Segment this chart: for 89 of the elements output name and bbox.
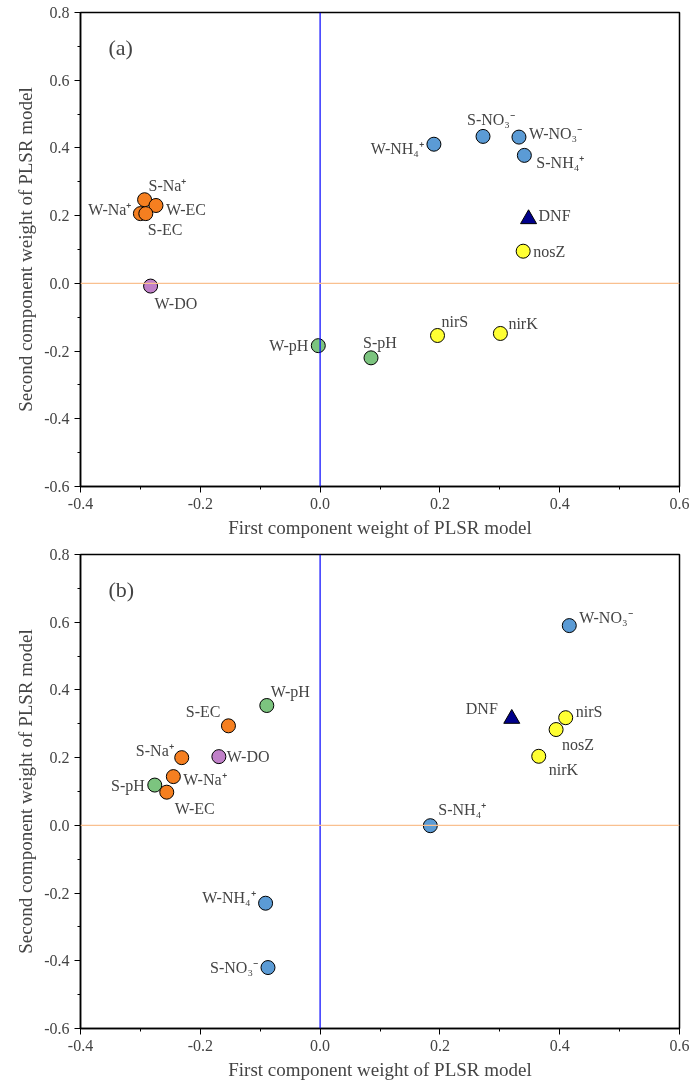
annotation: nirS: [575, 703, 603, 721]
x-tick-label: -0.4: [67, 494, 94, 512]
y-tick-label: -0.4: [44, 410, 70, 428]
point: [174, 750, 190, 766]
point: [516, 147, 532, 163]
annotation: W-pH: [269, 337, 309, 356]
annotation: W-NO₃⁻: [528, 124, 583, 142]
annotation: S-pH: [363, 334, 398, 353]
y-tick-label: 0.0: [49, 274, 70, 292]
point: [430, 328, 445, 343]
y-tick-label: 0.8: [49, 4, 70, 21]
x-tick-label: -0.2: [187, 1036, 213, 1054]
annotation: DNF: [465, 700, 498, 718]
y-axis-title: Second component weight of PLSR model: [15, 629, 37, 954]
y-tick-label: 0.2: [49, 749, 70, 767]
annotation: W-NH₄⁺: [370, 139, 424, 157]
x-tick-label: 0.0: [310, 1036, 331, 1054]
annotation: S-NO₃⁻: [210, 959, 258, 977]
annotation: S-NH₄⁺: [438, 801, 487, 819]
x-tick-label: 0.4: [549, 494, 570, 512]
annotation: S-EC: [147, 221, 183, 239]
x-tick-label: -0.4: [67, 1036, 94, 1054]
annotation: W-Na⁺: [183, 771, 227, 789]
y-tick-label: -0.2: [44, 342, 70, 360]
point: [511, 129, 527, 145]
annotation: nirK: [508, 314, 539, 332]
x-axis-title: First component weight of PLSR model: [228, 516, 532, 538]
point: [426, 136, 442, 152]
y-tick-label: 0.4: [49, 681, 70, 699]
annotation: S-EC: [185, 703, 221, 721]
point: [475, 128, 491, 144]
y-tick-label: -0.6: [44, 478, 70, 495]
y-tick-label: 0.2: [49, 207, 70, 225]
x-axis-title: First component weight of PLSR model: [228, 1058, 532, 1080]
y-tick-label: 0.4: [49, 139, 70, 157]
annotation: W-Na⁺: [88, 201, 132, 219]
annotation: W-pH: [270, 683, 311, 701]
point: [137, 192, 153, 208]
annotation: S-pH: [110, 776, 146, 795]
annotation: (b): [108, 576, 135, 602]
y-tick-label: 0.8: [49, 546, 70, 563]
x-tick-label: 0.6: [669, 1036, 690, 1054]
point: [143, 278, 159, 294]
x-tick-label: 0.0: [310, 494, 331, 512]
point: [147, 777, 163, 793]
annotation: nosZ: [562, 736, 595, 754]
annotation: nirK: [548, 760, 579, 778]
annotation: DNF: [538, 206, 571, 224]
y-axis-title: Second component weight of PLSR model: [15, 87, 37, 412]
annotation: S-Na⁺: [135, 742, 174, 760]
point: [260, 960, 276, 976]
y-tick-label: 0.0: [49, 816, 70, 834]
point: [258, 895, 274, 911]
y-tick-label: 0.6: [49, 71, 70, 89]
point: [148, 198, 164, 213]
point: [211, 749, 227, 765]
annotation: W-NH₄⁺: [202, 888, 256, 906]
point: [515, 243, 531, 259]
x-tick-label: 0.2: [429, 494, 450, 512]
point: [558, 710, 574, 726]
point: [165, 769, 181, 785]
x-tick-label: 0.2: [429, 1036, 450, 1054]
x-tick-label: 0.4: [549, 1036, 570, 1054]
y-tick-label: -0.6: [44, 1020, 70, 1037]
x-tick-label: 0.6: [669, 494, 690, 512]
point: [531, 748, 547, 764]
point: [138, 206, 154, 222]
y-tick-label: 0.6: [49, 613, 70, 631]
y-tick-label: -0.2: [44, 884, 70, 902]
annotation: W-DO: [226, 748, 270, 766]
point: [422, 818, 438, 834]
annotation: W-EC: [165, 200, 206, 218]
point: [159, 784, 175, 800]
x-tick-label: -0.2: [187, 494, 213, 512]
annotation: (a): [108, 34, 133, 60]
annotation: S-Na⁺: [148, 177, 187, 195]
point: [220, 718, 236, 734]
annotation: S-NH₄⁺: [536, 153, 585, 171]
annotation: W-DO: [154, 294, 198, 312]
annotation: nosZ: [533, 242, 566, 260]
annotation: W-NO₃⁻: [579, 609, 633, 627]
point: [561, 618, 577, 634]
annotation: nirS: [441, 313, 469, 330]
annotation: S-NO₃⁻: [467, 110, 515, 128]
point: [548, 722, 564, 738]
y-tick-label: -0.4: [44, 952, 70, 970]
point: [492, 325, 508, 341]
point: [520, 209, 538, 225]
annotation: W-EC: [174, 799, 215, 817]
